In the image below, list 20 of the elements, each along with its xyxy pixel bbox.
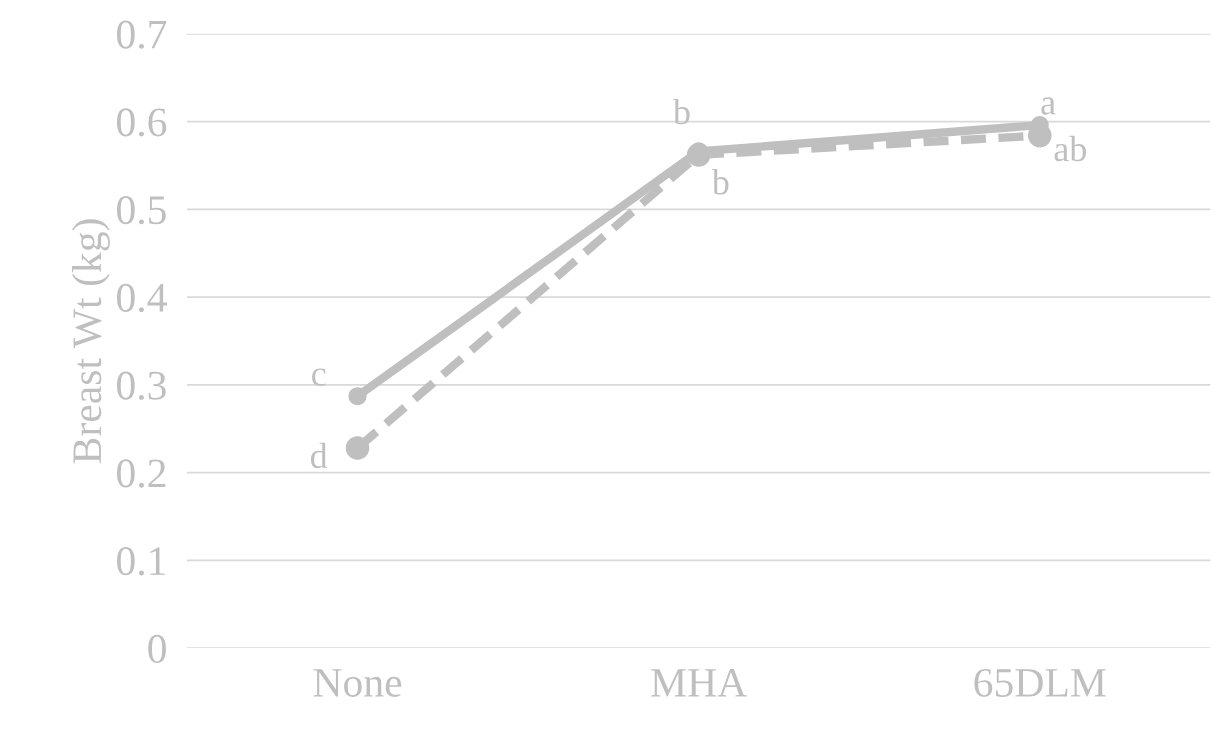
x-tick-label: None bbox=[313, 669, 402, 697]
y-axis-title: Breast Wt (kg) bbox=[71, 219, 110, 464]
annotation: d bbox=[310, 442, 328, 469]
annotation: a bbox=[1041, 97, 1056, 115]
y-tick-label: 0.7 bbox=[117, 20, 167, 49]
annotation: c bbox=[312, 368, 326, 386]
annotation: ab bbox=[1054, 135, 1087, 162]
point bbox=[348, 387, 367, 406]
y-tick-label: 0.5 bbox=[117, 196, 166, 225]
y-tick-label: 0.2 bbox=[117, 459, 166, 488]
annotation: b bbox=[711, 169, 729, 195]
y-tick-label: 0.3 bbox=[117, 371, 166, 400]
annotation: b bbox=[672, 98, 690, 125]
point bbox=[345, 436, 370, 460]
y-tick-label: 0.4 bbox=[117, 283, 167, 313]
x-tick-label: 65DLM bbox=[974, 668, 1106, 697]
y-tick-label: 0.6 bbox=[117, 108, 167, 137]
y-tick-label: 0.1 bbox=[117, 547, 166, 576]
y-tick-label: 0 bbox=[148, 634, 166, 663]
x-tick-label: MHA bbox=[651, 668, 747, 697]
